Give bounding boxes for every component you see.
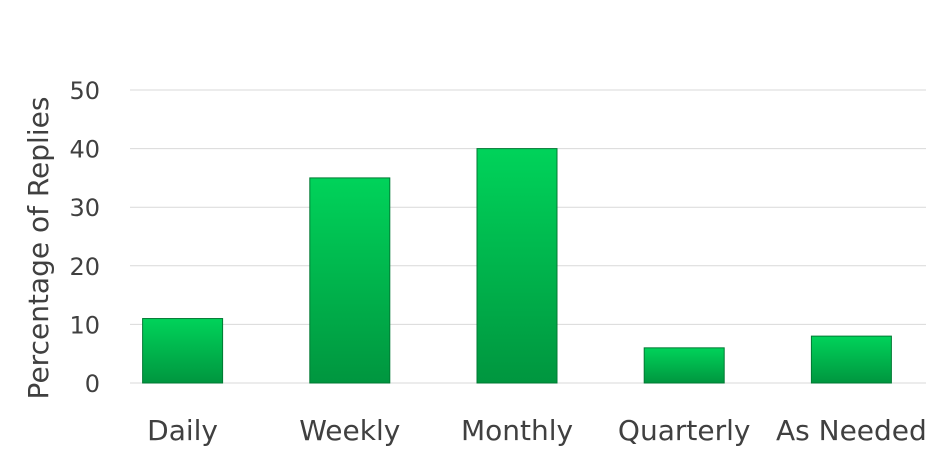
y-tick-label: 0 <box>85 370 100 398</box>
y-tick-label: 10 <box>69 311 100 339</box>
bar-quarterly <box>643 347 725 384</box>
y-tick-label: 30 <box>69 194 100 222</box>
bar-weekly <box>309 177 391 384</box>
y-tick-label: 40 <box>69 136 100 164</box>
bar-monthly <box>476 148 558 384</box>
y-tick-label: 50 <box>69 77 100 105</box>
x-axis-categories: Daily Weekly Monthly Quarterly As Needed <box>147 414 927 447</box>
y-tick-label: 20 <box>69 253 100 281</box>
x-category-label: As Needed <box>776 414 927 447</box>
y-axis-title: Percentage of Replies <box>22 97 55 400</box>
x-category-label: Quarterly <box>618 414 751 447</box>
bars <box>142 148 892 384</box>
bar-daily <box>142 318 224 384</box>
x-category-label: Monthly <box>461 414 573 447</box>
x-category-label: Daily <box>147 414 218 447</box>
y-axis-ticks: 0 10 20 30 40 50 <box>69 77 100 398</box>
x-category-label: Weekly <box>299 414 400 447</box>
bar-as-needed <box>810 335 892 384</box>
